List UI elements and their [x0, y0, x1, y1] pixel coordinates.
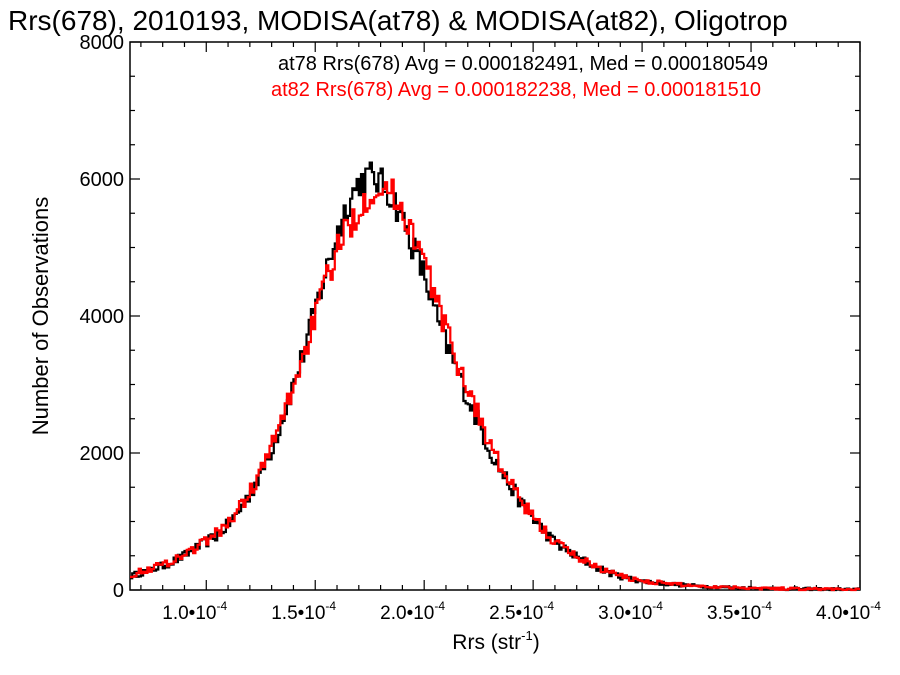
annotation-at78: at78 Rrs(678) Avg = 0.000182491, Med = 0…	[278, 53, 768, 75]
x-tick-label-exponent: -4	[434, 599, 445, 613]
x-axis-label: Rrs (str-1)	[452, 628, 539, 654]
x-tick-label-mantissa: 2.0•10	[380, 603, 434, 624]
x-tick-label-mantissa: 1.0•10	[162, 603, 216, 624]
y-axis-label: Number of Observations	[28, 197, 53, 435]
x-tick-label: 4.0•10-4	[816, 599, 881, 624]
y-tick-label: 2000	[80, 443, 125, 465]
x-tick-label-mantissa: 1.5•10	[271, 603, 325, 624]
annotation-at82: at82 Rrs(678) Avg = 0.000182238, Med = 0…	[271, 79, 761, 101]
x-tick-label-exponent: -4	[216, 599, 227, 613]
x-tick-label-mantissa: 4.0•10	[816, 603, 870, 624]
x-tick-label: 1.5•10-4	[271, 599, 336, 624]
x-axis: 1.0•10-4 1.5•10-4 2.0•10-4 2.5•10-4 3.0•10-4…	[140, 42, 881, 624]
x-axis-label-text: Rrs (str	[452, 631, 521, 654]
y-axis: 0 2000 4000 6000 8000	[80, 32, 860, 602]
x-tick-label-mantissa: 3.5•10	[707, 603, 761, 624]
series-layer	[130, 161, 860, 592]
x-axis-label-close: )	[533, 631, 540, 654]
x-tick-label-exponent: -4	[761, 599, 772, 613]
series-at78-line	[130, 161, 860, 592]
x-axis-label-sup: -1	[521, 628, 533, 643]
x-tick-label-exponent: -4	[325, 599, 336, 613]
x-tick-label-exponent: -4	[543, 599, 554, 613]
x-tick-label-mantissa: 3.0•10	[598, 603, 652, 624]
x-tick-label-mantissa: 2.5•10	[489, 603, 543, 624]
y-tick-label: 4000	[80, 306, 125, 328]
x-tick-label: 1.0•10-4	[162, 599, 227, 624]
x-tick-label: 3.5•10-4	[707, 599, 772, 624]
x-tick-label: 2.5•10-4	[489, 599, 554, 624]
x-tick-label: 2.0•10-4	[380, 599, 445, 624]
y-tick-label: 8000	[80, 32, 125, 54]
y-tick-label: 6000	[80, 169, 125, 191]
y-tick-label: 0	[113, 580, 124, 602]
x-tick-label: 3.0•10-4	[598, 599, 663, 624]
x-tick-label-exponent: -4	[652, 599, 663, 613]
x-tick-label-exponent: -4	[870, 599, 881, 613]
series-at82-line	[130, 178, 860, 592]
chart-title: Rrs(678), 2010193, MODISA(at78) & MODISA…	[8, 5, 788, 36]
